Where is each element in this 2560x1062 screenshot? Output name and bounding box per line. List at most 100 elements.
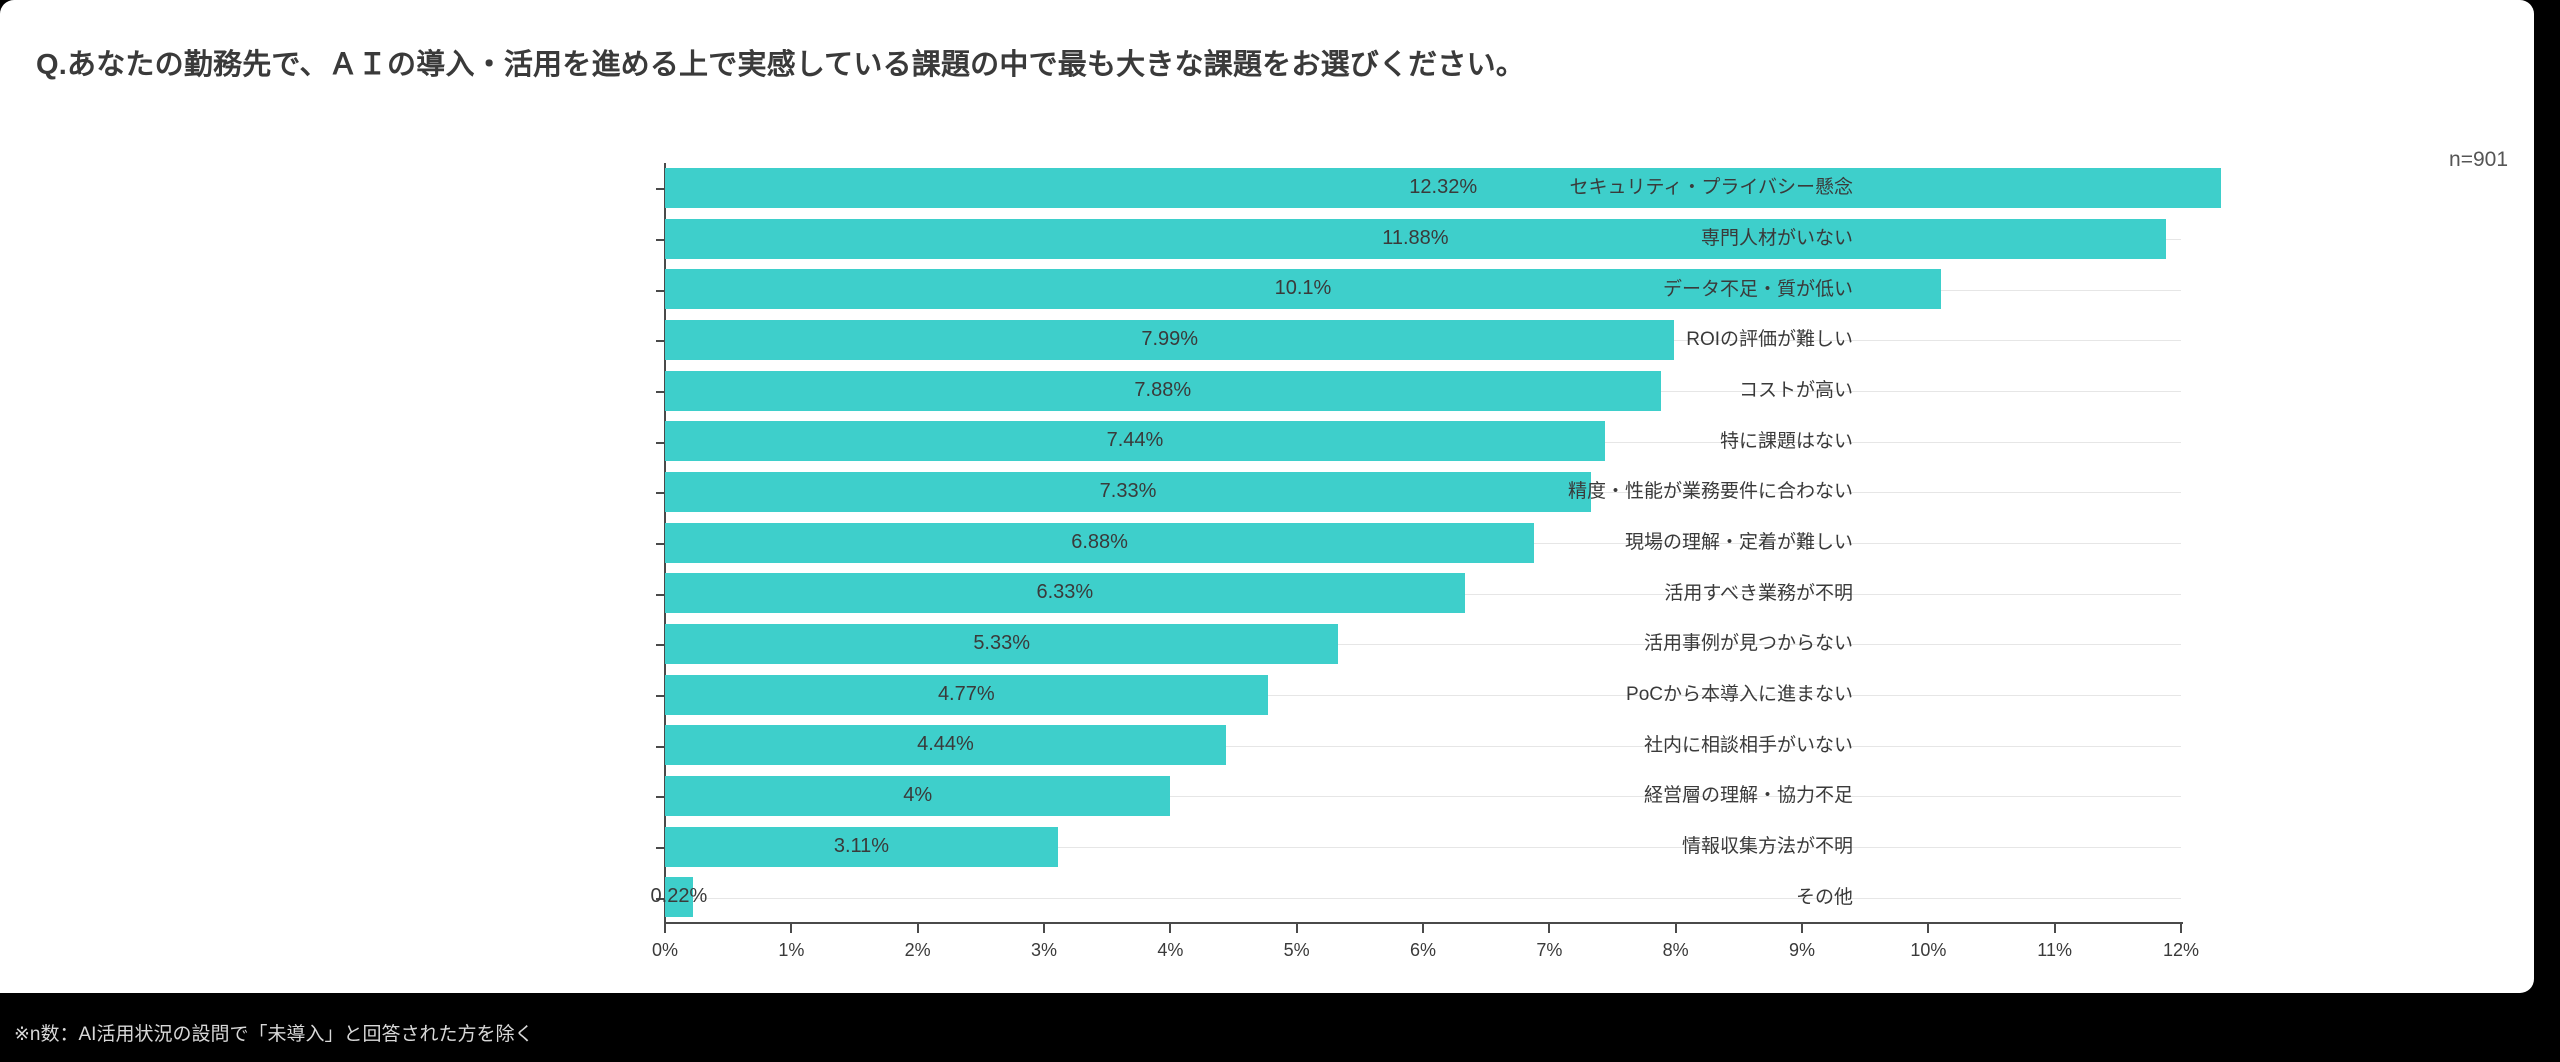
- bar[interactable]: [665, 522, 1535, 563]
- bar[interactable]: [665, 776, 1171, 816]
- y-axis-category-label: その他: [1795, 886, 1853, 908]
- y-axis-tick: [656, 188, 665, 190]
- y-axis-tick: [656, 898, 665, 900]
- x-axis-tick-label: 4%: [1157, 940, 1184, 960]
- y-axis-category-label: PoCから本導入に進まない: [1626, 684, 1853, 705]
- bar-value-label: 6.88%: [1071, 530, 1128, 553]
- y-axis-category-label: セキュリティ・プライバシー懸念: [1569, 177, 1853, 199]
- bar-row[interactable]: 4.44%: [665, 720, 2181, 771]
- bar-row[interactable]: 4.77%: [665, 670, 2181, 721]
- x-axis-tick: [2053, 923, 2056, 933]
- bar-row[interactable]: 7.33%: [665, 467, 2181, 518]
- x-axis-tick: [664, 923, 666, 933]
- bar[interactable]: [665, 370, 1661, 411]
- x-axis-tick-label: 8%: [1662, 940, 1689, 960]
- bar[interactable]: [665, 320, 1675, 360]
- bar[interactable]: [665, 725, 1226, 766]
- bar-value-label: 7.44%: [1106, 429, 1164, 452]
- y-axis-category-label: 経営層の理解・協力不足: [1643, 785, 1853, 807]
- bar[interactable]: [665, 674, 1268, 715]
- plot-area: 0% 1% 2% 3% 4% 5% 6% 7% 8% 9% 10% 11% 12% 12.32% 11.88…: [651, 163, 2222, 960]
- bar-value-label: 12.32%: [1409, 176, 1478, 198]
- bar-row[interactable]: 0.22%: [651, 872, 2181, 923]
- bar[interactable]: [665, 624, 1339, 664]
- y-axis-tick: [656, 391, 665, 393]
- x-axis-tick: [1295, 923, 1298, 933]
- y-axis-tick: [656, 746, 665, 748]
- bar-row[interactable]: 6.88%: [665, 518, 2181, 569]
- bar-value-label: 4%: [903, 784, 933, 806]
- y-axis-tick: [656, 594, 665, 596]
- bar[interactable]: [665, 573, 1465, 614]
- sample-size-annotation: n=901: [2449, 148, 2508, 171]
- bar-value-label: 4.44%: [917, 733, 974, 756]
- bar[interactable]: [665, 877, 693, 918]
- x-axis-tick-label: 2%: [904, 940, 931, 960]
- x-axis-tick: [1422, 923, 1424, 933]
- x-axis-tick-label: 12%: [2162, 940, 2200, 960]
- y-axis-tick: [656, 796, 665, 798]
- page-title: Q.あなたの勤務先で、ＡＩの導入・活用を進める上で実感している課題の中で最も大き…: [36, 49, 1525, 81]
- x-axis-tick: [1548, 923, 1551, 933]
- bar-row[interactable]: 7.99%: [665, 315, 2181, 366]
- bar[interactable]: [665, 218, 2166, 259]
- y-axis-category-label: 現場の理解・定着が難しい: [1624, 532, 1853, 553]
- x-axis-tick-label: 1%: [778, 940, 805, 960]
- bar[interactable]: [665, 421, 1605, 462]
- bar-value-label: 11.88%: [1382, 226, 1449, 249]
- y-axis-category-label: 活用事例が見つからない: [1643, 633, 1853, 655]
- bar[interactable]: [665, 826, 1058, 867]
- gridline: [665, 796, 2181, 797]
- y-axis-tick: [656, 239, 665, 241]
- x-axis-tick: [1674, 923, 1677, 933]
- bar-row[interactable]: 12.32%: [665, 163, 2222, 214]
- y-axis-tick: [656, 340, 665, 342]
- bar-row[interactable]: 11.88%: [665, 214, 2181, 265]
- x-axis-tick-label: 5%: [1283, 940, 1310, 960]
- x-axis-tick-label: 6%: [1409, 940, 1437, 960]
- x-axis-tick: [1801, 923, 1803, 933]
- y-axis-category-label: 情報収集方法が不明: [1681, 836, 1853, 857]
- bar-value-label: 4.77%: [937, 682, 995, 705]
- bar-value-label: 10.1%: [1274, 277, 1332, 300]
- bar-value-label: 7.99%: [1141, 328, 1199, 350]
- x-axis-tick: [1169, 923, 1172, 933]
- y-axis-tick: [656, 644, 665, 646]
- bar-row[interactable]: 6.33%: [665, 568, 2181, 619]
- y-axis-tick: [656, 695, 665, 697]
- x-axis-tick-label: 7%: [1536, 940, 1563, 960]
- bar[interactable]: [665, 168, 2222, 208]
- chart-card: Q.あなたの勤務先で、ＡＩの導入・活用を進める上で実感している課題の中で最も大き…: [0, 0, 2534, 993]
- x-axis-tick-label: 0%: [651, 940, 679, 960]
- x-axis-tick: [790, 923, 793, 933]
- bar-row[interactable]: 7.44%: [665, 416, 2181, 467]
- y-axis-category-label: 社内に相談相手がいない: [1643, 734, 1853, 756]
- bar-value-label: 0.22%: [650, 885, 708, 908]
- y-axis-category-label: 精度・性能が業務要件に合わない: [1567, 481, 1853, 503]
- x-axis-tick: [1927, 923, 1930, 933]
- y-axis-category-label: 活用すべき業務が不明: [1664, 582, 1853, 604]
- gridline: [665, 847, 2181, 848]
- y-axis-category-label: データ不足・質が低い: [1662, 278, 1853, 300]
- y-axis-tick: [656, 442, 665, 444]
- y-axis-tick: [656, 290, 665, 292]
- footnote: ※n数：AI活用状況の設問で「未導入」と回答された方を除く: [14, 1024, 534, 1045]
- y-axis-tick: [656, 492, 665, 494]
- bar-row[interactable]: 10.1%: [665, 264, 2181, 315]
- bar-value-label: 6.33%: [1036, 581, 1094, 604]
- y-axis-category-label: 専門人材がいない: [1700, 228, 1853, 249]
- bar[interactable]: [665, 269, 1941, 310]
- gridline: [665, 898, 2181, 899]
- x-axis-tick-label: 9%: [1788, 940, 1816, 960]
- bar-row[interactable]: 4%: [665, 771, 2181, 822]
- x-axis-tick-label: 11%: [2037, 940, 2073, 960]
- y-axis-category-label: コストが高い: [1738, 380, 1853, 401]
- x-axis-tick-label: 10%: [1910, 940, 1947, 960]
- bar-row[interactable]: 7.88%: [665, 366, 2181, 417]
- bar-value-label: 3.11%: [833, 834, 890, 857]
- bar-row[interactable]: 3.11%: [665, 822, 2181, 873]
- gridline: [665, 644, 2181, 645]
- bar[interactable]: [665, 472, 1592, 512]
- bar-row[interactable]: 5.33%: [665, 619, 2181, 670]
